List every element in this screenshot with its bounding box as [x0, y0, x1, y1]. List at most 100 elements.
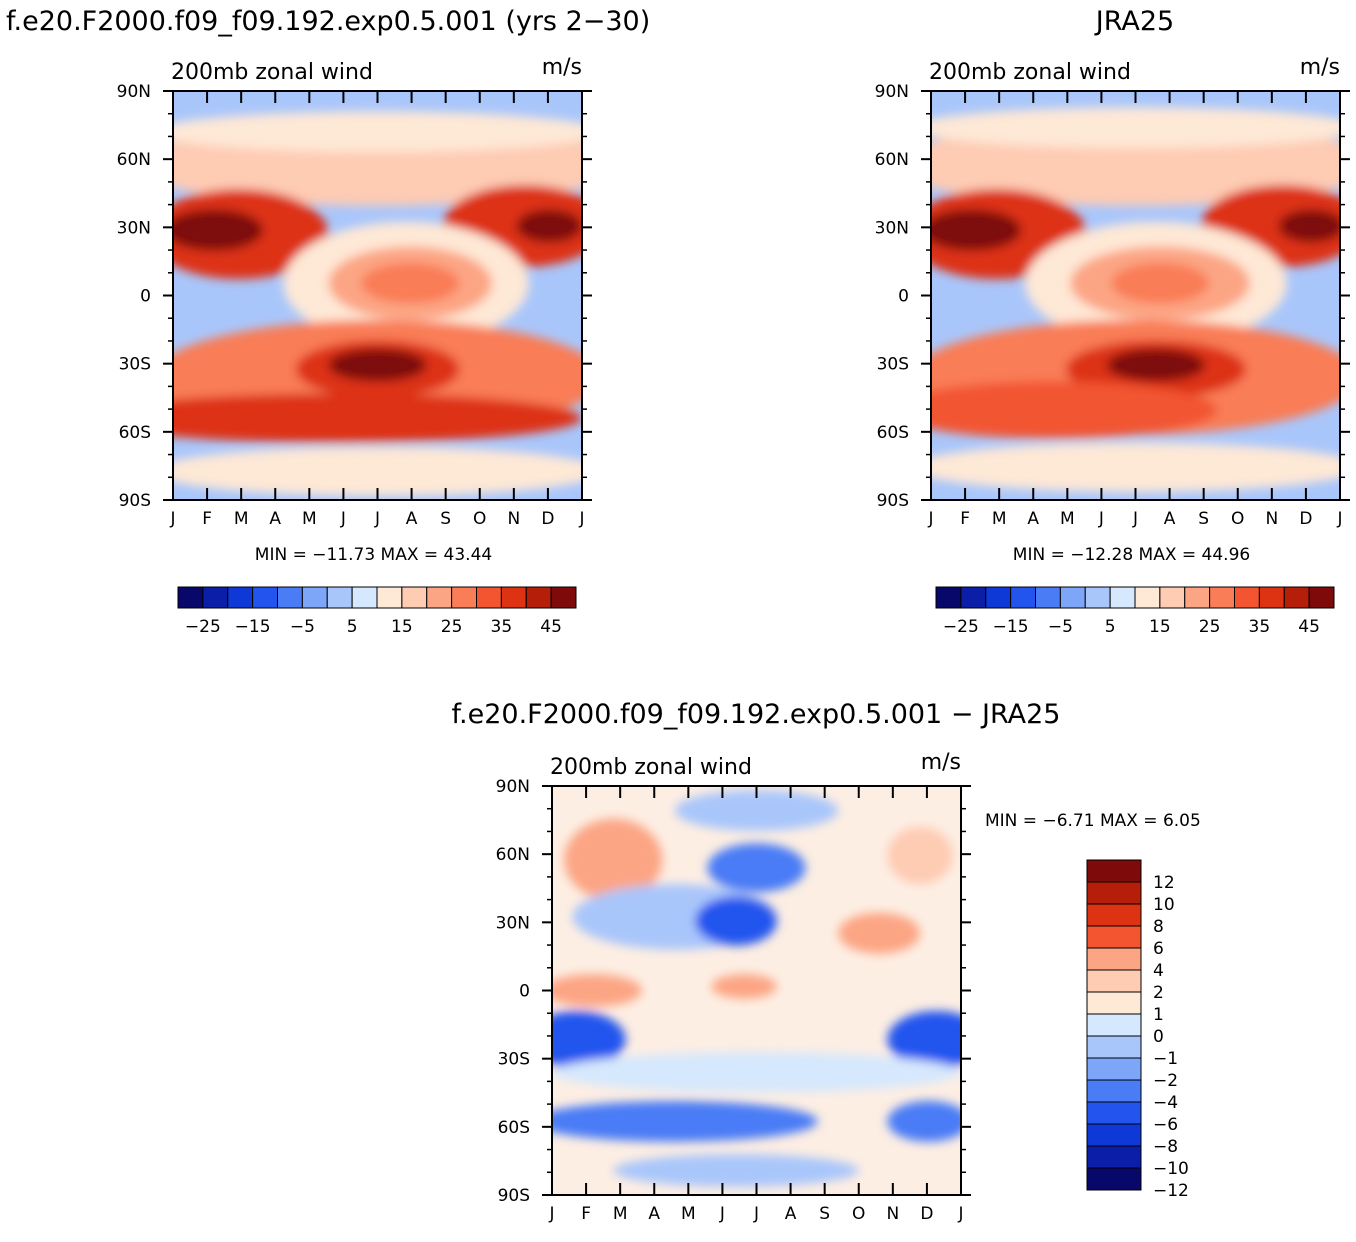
contour-region-12 — [328, 348, 427, 382]
colorbar-swatch — [985, 586, 1012, 609]
contour-region-14 — [931, 442, 1340, 492]
colorbar-swatch — [1086, 925, 1142, 949]
colorbar-swatch — [1086, 859, 1142, 883]
y-tick-label: 60N — [875, 150, 909, 170]
x-tick-label: M — [302, 509, 317, 529]
contour-region-7 — [838, 912, 921, 954]
x-tick-label: M — [234, 509, 249, 529]
colorbar-swatch — [301, 586, 328, 609]
colorbar-swatch — [1086, 1145, 1142, 1169]
y-tick-label: 90N — [496, 777, 530, 797]
colorbar-label: 35 — [491, 617, 513, 637]
y-tick-label: 60N — [117, 150, 151, 170]
x-tick-label: J — [169, 509, 175, 529]
y-tick-label: 60N — [496, 845, 530, 865]
chart-title: f.e20.F2000.f09_f09.192.exp0.5.001 − JRA… — [452, 699, 1061, 730]
y-tick-label: 60S — [877, 423, 909, 443]
x-tick-label: J — [374, 509, 380, 529]
colorbar-swatch — [1283, 586, 1310, 609]
y-tick-label: 90S — [119, 491, 151, 511]
colorbar-swatch — [426, 586, 453, 609]
x-tick-label: A — [269, 509, 281, 529]
x-tick-label: J — [719, 1204, 725, 1224]
colorbar-label: 15 — [391, 617, 413, 637]
colorbar-swatch — [1134, 586, 1161, 609]
chart-title: f.e20.F2000.f09_f09.192.exp0.5.001 (yrs … — [6, 6, 650, 37]
colorbar-label: −12 — [1153, 1181, 1189, 1201]
colorbar-swatch — [227, 586, 254, 609]
contour-region-9 — [1110, 262, 1210, 304]
chart-left-label: 200mb zonal wind — [929, 60, 1131, 85]
colorbar-swatch — [1035, 586, 1061, 609]
colorbar-swatch — [252, 586, 278, 609]
contour-region-8 — [552, 974, 642, 1007]
colorbar-swatch — [1234, 586, 1260, 609]
x-tick-label: O — [1231, 509, 1244, 529]
colorbar-swatch — [1086, 1167, 1142, 1191]
colorbar-swatch — [1308, 586, 1335, 609]
y-tick-label: 30N — [117, 218, 151, 238]
contour-field — [931, 91, 1340, 500]
colorbar-label: 15 — [1149, 617, 1171, 637]
contour-region-13 — [552, 1100, 818, 1142]
chart-units: m/s — [921, 750, 961, 775]
colorbar-label: −5 — [1048, 617, 1073, 637]
contour-region-4 — [173, 209, 263, 251]
y-tick-label: 90N — [875, 82, 909, 102]
colorbar-label: −1 — [1153, 1049, 1178, 1069]
colorbar-label: −4 — [1153, 1093, 1178, 1113]
colorbar-swatch — [202, 586, 229, 609]
contour-region-14 — [173, 446, 582, 496]
colorbar-label: 35 — [1249, 617, 1271, 637]
colorbar-swatch — [351, 586, 378, 609]
y-tick-label: 30N — [496, 913, 530, 933]
contour-region-9 — [361, 262, 460, 304]
chart-panel-1: f.e20.F2000.f09_f09.192.exp0.5.001 (yrs … — [6, 6, 650, 637]
colorbar-swatch — [1086, 903, 1142, 927]
x-tick-label: J — [1132, 509, 1138, 529]
contour-region-2 — [707, 843, 806, 893]
colorbar-label: 5 — [347, 617, 358, 637]
colorbar-swatch — [376, 586, 403, 609]
colorbar-label: 4 — [1153, 961, 1164, 981]
chart-units: m/s — [542, 55, 582, 80]
colorbar-swatch — [1109, 586, 1136, 609]
y-tick-label: 60S — [498, 1118, 530, 1138]
x-tick-label: D — [920, 1204, 933, 1224]
colorbar-swatch — [1086, 969, 1142, 993]
colorbar-swatch — [177, 586, 204, 609]
x-tick-label: O — [852, 1204, 865, 1224]
y-tick-label: 90S — [877, 491, 909, 511]
contour-field — [173, 91, 582, 500]
colorbar: −25 −15 −5 5 15 25 35 45 — [935, 586, 1335, 637]
x-tick-label: A — [1164, 509, 1176, 529]
colorbar-label: 8 — [1153, 917, 1164, 937]
x-tick-label: J — [1098, 509, 1104, 529]
colorbar-label: 0 — [1153, 1027, 1164, 1047]
colorbar-label: −5 — [290, 617, 315, 637]
contour-region-2 — [931, 107, 1340, 149]
colorbar-label: 45 — [540, 617, 562, 637]
colorbar-swatch — [1159, 586, 1186, 609]
colorbar-swatch — [1086, 991, 1142, 1015]
x-tick-label: M — [1060, 509, 1075, 529]
colorbar-label: 25 — [441, 617, 463, 637]
x-tick-label: A — [1027, 509, 1039, 529]
contour-region-6 — [516, 209, 582, 243]
contour-region-1 — [564, 818, 663, 901]
y-tick-label: 30S — [877, 355, 909, 375]
y-tick-label: 0 — [898, 287, 909, 307]
x-tick-label: J — [578, 509, 584, 529]
colorbar-label: 25 — [1199, 617, 1221, 637]
contour-region-12 — [552, 1051, 961, 1093]
colorbar-label: −25 — [943, 617, 979, 637]
x-tick-label: M — [613, 1204, 628, 1224]
contour-region-2 — [173, 111, 582, 153]
colorbar-label: −15 — [993, 617, 1029, 637]
colorbar-label: 5 — [1105, 617, 1116, 637]
contour-region-12 — [1106, 348, 1206, 382]
colorbar-swatch — [550, 586, 577, 609]
colorbar-label: 2 — [1153, 983, 1164, 1003]
x-tick-label: F — [960, 509, 970, 529]
colorbar-swatch — [1086, 1079, 1142, 1103]
